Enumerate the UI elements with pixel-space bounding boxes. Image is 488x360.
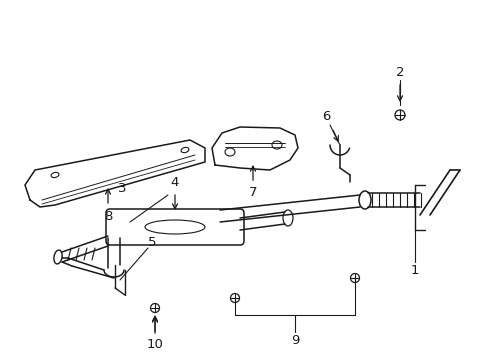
Ellipse shape — [51, 172, 59, 177]
Ellipse shape — [54, 250, 62, 264]
Text: 7: 7 — [248, 185, 257, 198]
Ellipse shape — [358, 191, 370, 209]
Text: 4: 4 — [170, 176, 179, 189]
Ellipse shape — [224, 148, 235, 156]
Text: 1: 1 — [410, 265, 418, 278]
Ellipse shape — [394, 110, 404, 120]
Ellipse shape — [230, 293, 239, 302]
Ellipse shape — [350, 274, 359, 283]
Text: 10: 10 — [146, 338, 163, 351]
Ellipse shape — [150, 303, 159, 312]
Text: 5: 5 — [147, 235, 156, 248]
Ellipse shape — [181, 147, 188, 153]
Text: 3: 3 — [118, 181, 126, 194]
Ellipse shape — [145, 220, 204, 234]
Text: 2: 2 — [395, 66, 404, 78]
Ellipse shape — [271, 141, 282, 149]
Text: 9: 9 — [290, 333, 299, 346]
Text: 8: 8 — [103, 210, 112, 222]
Ellipse shape — [283, 210, 292, 226]
Text: 6: 6 — [321, 111, 329, 123]
FancyBboxPatch shape — [106, 209, 244, 245]
